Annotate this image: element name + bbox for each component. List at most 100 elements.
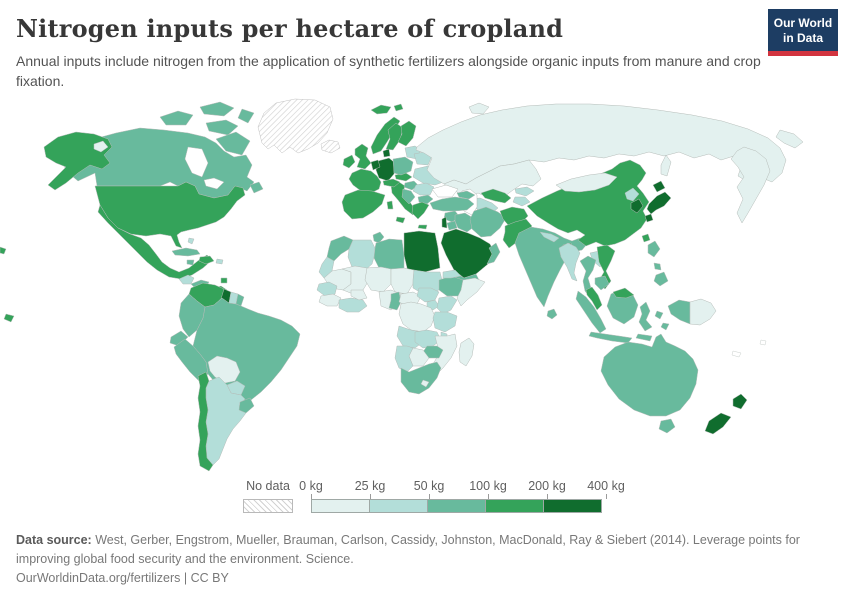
country-tajikistan[interactable] [512,196,531,207]
country-pacific-fragment[interactable] [0,246,7,255]
country-switzerland-austria[interactable] [382,178,401,188]
country-canada-arctic-island[interactable] [205,119,239,136]
country-burkina-faso[interactable] [350,289,368,301]
country-iraq[interactable] [454,212,476,233]
country-niger[interactable] [364,266,392,293]
country-senegal[interactable] [316,281,338,297]
country-chad[interactable] [390,267,415,295]
country-tunisia[interactable] [372,231,385,244]
countries-layer[interactable] [0,98,804,472]
country-australia[interactable] [600,333,699,417]
country-egypt[interactable] [403,230,441,273]
footer-license[interactable]: CC BY [190,570,229,585]
legend-swatch[interactable] [369,499,428,513]
country-cuba[interactable] [171,247,201,257]
country-saudi-arabia[interactable] [440,228,495,279]
country-south-sudan[interactable] [416,287,440,303]
country-cambodia[interactable] [594,275,610,291]
country-myanmar[interactable] [558,242,581,282]
country-madagascar[interactable] [458,337,475,367]
country-malaysia-borneo[interactable] [612,287,635,299]
legend-swatch[interactable] [485,499,544,513]
country-morocco[interactable] [326,235,354,262]
country-trinidad[interactable] [220,277,228,284]
country-uzbekistan[interactable] [480,188,512,204]
country-drc[interactable] [398,301,436,333]
country-new-zealand-north[interactable] [732,393,748,410]
country-malay-peninsula[interactable] [585,286,603,311]
country-moluccas[interactable] [654,310,664,320]
country-mexico[interactable] [97,204,213,280]
country-sweden[interactable] [385,122,404,151]
legend-swatch[interactable] [311,499,370,513]
country-uruguay[interactable] [238,397,255,414]
country-japan-honshu[interactable] [646,191,672,215]
country-lesotho[interactable] [420,379,430,388]
world-map[interactable] [0,85,850,475]
country-balkans[interactable] [401,188,416,205]
legend-swatch[interactable] [427,499,486,513]
country-crete[interactable] [417,224,428,230]
country-sumatra[interactable] [575,290,607,334]
country-turkey[interactable] [429,196,475,212]
country-bolivia[interactable] [207,355,241,384]
country-chukotka[interactable] [775,129,804,149]
country-jordan[interactable] [446,220,458,231]
country-chile[interactable] [197,371,214,472]
country-south-africa[interactable] [400,361,442,395]
country-israel-lebanon[interactable] [441,216,448,229]
country-ivory-coast-ghana[interactable] [338,297,368,313]
country-papua-new-guinea[interactable] [689,298,717,326]
country-north-korea[interactable] [624,187,640,202]
country-taiwan[interactable] [641,233,651,243]
country-mongolia[interactable] [555,172,618,193]
country-kyrgyzstan[interactable] [514,186,535,197]
country-baffin-island[interactable] [215,131,251,156]
country-tanzania[interactable] [432,311,458,333]
country-sicily[interactable] [395,216,406,224]
country-sri-lanka[interactable] [546,308,558,320]
country-somalia[interactable] [456,277,486,307]
country-bulgaria[interactable] [417,194,434,205]
country-romania[interactable] [412,182,435,196]
country-wrangel-island[interactable] [93,140,109,153]
country-puerto-rico[interactable] [215,258,224,265]
country-russia[interactable] [415,103,787,185]
country-nepal[interactable] [539,231,560,243]
country-namibia[interactable] [394,345,414,373]
country-svalbard-east[interactable] [393,103,404,112]
country-canada-arctic-island[interactable] [237,108,255,124]
country-philippines-luzon[interactable] [647,240,661,258]
country-novaya-zemlya[interactable] [468,102,490,115]
country-svalbard[interactable] [370,104,392,115]
legend-no-data-swatch[interactable] [243,499,293,513]
country-sakhalin[interactable] [660,154,672,177]
country-eritrea-djibouti[interactable] [442,269,462,279]
legend-color-bar[interactable] [311,499,602,513]
owid-logo[interactable]: Our World in Data [768,9,838,56]
country-denmark[interactable] [382,148,391,158]
country-moluccas[interactable] [660,322,670,331]
country-finland[interactable] [397,120,417,147]
country-lesser-sunda[interactable] [635,333,653,342]
country-tasmania[interactable] [658,418,676,434]
country-west-papua[interactable] [667,299,691,325]
country-greenland[interactable] [257,98,334,154]
country-france[interactable] [348,168,382,194]
country-oman[interactable] [486,242,501,265]
country-cameroon[interactable] [388,291,402,311]
country-hawaii[interactable] [3,313,15,323]
country-peru[interactable] [173,338,209,382]
country-java[interactable] [588,331,633,344]
footer-url[interactable]: OurWorldinData.org/fertilizers [16,570,181,585]
country-poland[interactable] [392,156,414,176]
country-guinea[interactable] [318,293,342,307]
country-caucasus[interactable] [456,190,476,200]
country-newfoundland[interactable] [249,181,264,194]
country-japan-hokkaido[interactable] [652,180,666,193]
country-kenya[interactable] [436,295,458,315]
country-south-korea[interactable] [630,198,644,214]
country-russia-far-east[interactable] [730,146,771,224]
country-philippines-visayas[interactable] [653,262,662,271]
country-iran[interactable] [469,206,507,238]
